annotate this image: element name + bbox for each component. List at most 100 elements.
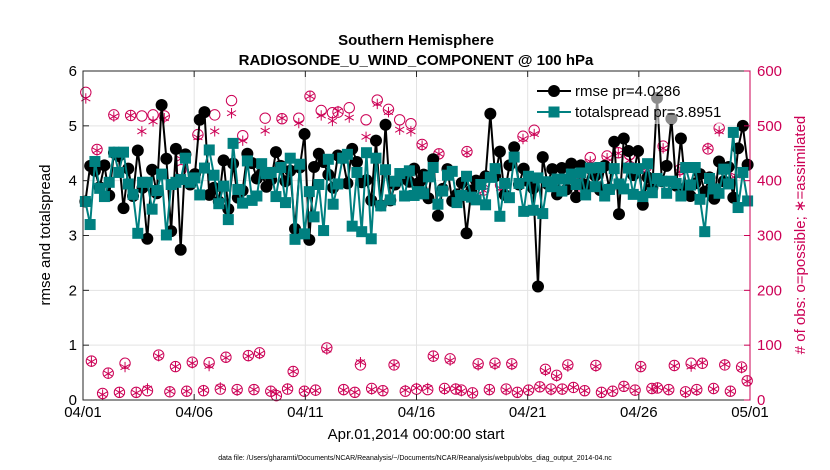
obs-assimilated-point — [378, 385, 388, 396]
totalspread-series — [79, 126, 754, 245]
totalspread-point — [427, 162, 439, 174]
obs-assimilated-point — [181, 386, 192, 397]
totalspread-point — [279, 197, 291, 209]
y-tick-label-left: 3 — [69, 228, 77, 245]
rmse-point — [169, 142, 182, 155]
obs-assimilated-point — [209, 126, 220, 137]
rmse-point — [622, 145, 635, 158]
totalspread-point — [608, 163, 620, 175]
rmse-point — [379, 118, 392, 131]
totalspread-point — [327, 198, 339, 210]
totalspread-point — [422, 171, 434, 183]
totalspread-point — [94, 182, 106, 194]
totalspread-point — [108, 146, 120, 158]
obs-assimilated-point — [619, 381, 629, 392]
totalspread-point — [103, 176, 115, 188]
y-tick-label-left: 6 — [69, 63, 77, 80]
obs-assimilated-point — [305, 91, 315, 102]
obs-assimilated-point — [333, 105, 343, 117]
obs-assimilated-point — [215, 382, 226, 393]
obs-assimilated-point — [725, 386, 736, 397]
totalspread-point — [98, 191, 110, 203]
totalspread-point — [179, 152, 191, 164]
obs-assimilated-point — [389, 359, 399, 371]
obs-assimilated-point — [518, 133, 528, 145]
totalspread-point — [499, 177, 511, 189]
totalspread-point — [446, 165, 458, 177]
rmse-point — [155, 98, 168, 111]
totalspread-point — [580, 189, 592, 201]
totalspread-point — [160, 229, 172, 241]
obs-assimilated-point — [647, 383, 657, 395]
obs-assimilated-point — [708, 383, 719, 395]
rmse-point — [617, 132, 630, 145]
obs-assimilated-point — [445, 355, 455, 366]
obs-assimilated-point — [467, 388, 478, 399]
totalspread-point — [203, 144, 215, 156]
y-tick-label-left: 1 — [69, 337, 77, 354]
obs-assimilated-point — [720, 359, 730, 370]
y-tick-label-right: 400 — [757, 173, 782, 190]
totalspread-point — [522, 170, 534, 182]
totalspread-point — [289, 233, 301, 245]
totalspread-point — [451, 197, 463, 209]
totalspread-point — [618, 183, 630, 195]
totalspread-point — [265, 166, 277, 178]
totalspread-point — [375, 200, 387, 212]
totalspread-point — [699, 226, 711, 238]
totalspread-point — [537, 208, 549, 220]
y-tick-label-right: 300 — [757, 228, 782, 245]
totalspread-point — [565, 168, 577, 180]
obs-assimilated-point — [232, 385, 242, 396]
totalspread-point — [113, 166, 125, 178]
legend-background — [533, 80, 726, 124]
chart-title: Southern Hemisphere — [338, 32, 494, 49]
totalspread-point — [403, 165, 415, 177]
obs-assimilated-point — [338, 384, 349, 396]
obs-assimilated-point — [237, 135, 248, 146]
rmse-point — [531, 280, 544, 293]
rmse-point — [269, 146, 282, 159]
totalspread-point — [503, 192, 515, 204]
totalspread-point — [513, 177, 525, 189]
totalspread-point — [303, 186, 315, 198]
rmse-point — [570, 191, 583, 204]
totalspread-point — [251, 190, 263, 202]
obs-assimilated-point — [282, 383, 293, 394]
totalspread-point — [556, 185, 568, 197]
obs-possible-point — [259, 112, 271, 124]
obs-assimilated-point — [103, 368, 113, 379]
totalspread-point — [584, 162, 596, 174]
obs-assimilated-point — [663, 384, 674, 396]
obs-assimilated-point — [97, 389, 108, 400]
totalspread-point — [132, 227, 144, 239]
obs-assimilated-point — [406, 126, 416, 137]
totalspread-point — [632, 163, 644, 175]
totalspread-point — [218, 180, 230, 192]
rmse-point — [460, 227, 473, 240]
rmse-point — [146, 163, 159, 176]
totalspread-point — [213, 198, 225, 210]
obs-assimilated-point — [204, 360, 214, 372]
totalspread-point — [117, 146, 129, 158]
totalspread-point — [332, 178, 344, 190]
totalspread-point — [642, 158, 654, 170]
chart-subtitle: RADIOSONDE_U_WIND_COMPONENT @ 100 hPa — [239, 52, 594, 69]
obs-assimilated-point — [226, 108, 237, 119]
totalspread-point — [380, 164, 392, 176]
obs-assimilated-point — [361, 131, 371, 142]
rmse-point — [508, 141, 521, 154]
y-tick-label-left: 5 — [69, 118, 77, 135]
rmse-point — [536, 151, 549, 164]
rmse-point — [493, 145, 506, 158]
y-tick-label-right: 100 — [757, 337, 782, 354]
totalspread-point — [551, 173, 563, 185]
obs-assimilated-point — [535, 381, 545, 393]
totalspread-point — [256, 158, 268, 170]
obs-assimilated-point — [131, 387, 142, 399]
totalspread-point — [294, 158, 306, 170]
x-axis-label: Apr.01,2014 00:00:00 start — [328, 426, 506, 443]
obs-assimilated-point — [607, 386, 618, 397]
rmse-point — [360, 174, 373, 187]
